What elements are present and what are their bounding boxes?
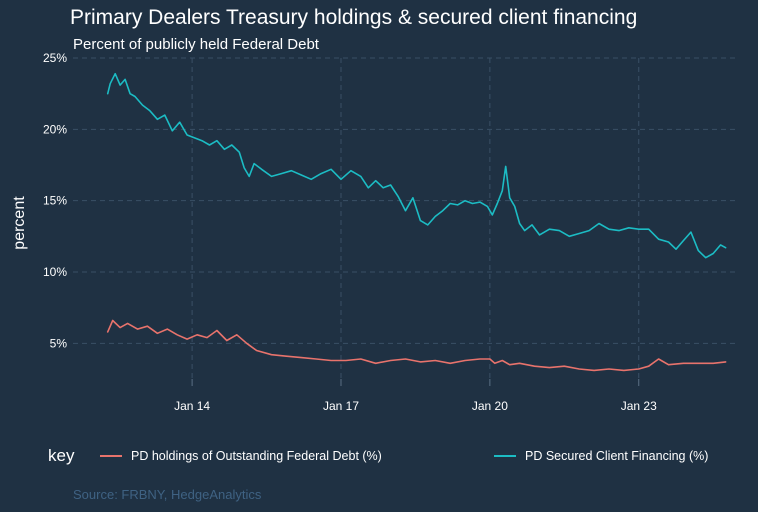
legend-key-label: key xyxy=(48,446,75,465)
legend-item-secured-financing: PD Secured Client Financing (%) xyxy=(494,449,708,463)
legend-label-secured-financing: PD Secured Client Financing (%) xyxy=(525,449,709,463)
series-line-pd-holdings xyxy=(106,319,727,372)
y-tick-label: 10% xyxy=(43,265,67,279)
y-tick-label: 5% xyxy=(50,336,68,350)
series-line-secured-financing xyxy=(106,72,727,259)
line-chart: 5% 10% 15% 20% 25% Jan 14 Jan 17 Jan 20 Jan 23 xyxy=(43,51,738,413)
legend-item-pd-holdings: PD holdings of Outstanding Federal Debt … xyxy=(100,449,382,463)
legend-swatch-secured-financing xyxy=(494,455,516,457)
legend-swatch-pd-holdings xyxy=(100,455,122,457)
y-tick-label: 25% xyxy=(43,51,67,65)
x-tick-label: Jan 17 xyxy=(323,399,359,413)
legend-label-pd-holdings: PD holdings of Outstanding Federal Debt … xyxy=(131,449,382,463)
x-tick-label: Jan 23 xyxy=(621,399,657,413)
source-note: Source: FRBNY, HedgeAnalytics xyxy=(73,487,262,502)
chart-subtitle: Percent of publicly held Federal Debt xyxy=(73,36,319,53)
x-tick-label: Jan 20 xyxy=(472,399,508,413)
y-tick-label: 15% xyxy=(43,194,67,208)
y-tick-label: 20% xyxy=(43,122,67,136)
chart-title: Primary Dealers Treasury holdings & secu… xyxy=(70,6,638,29)
x-tick-label: Jan 14 xyxy=(174,399,210,413)
